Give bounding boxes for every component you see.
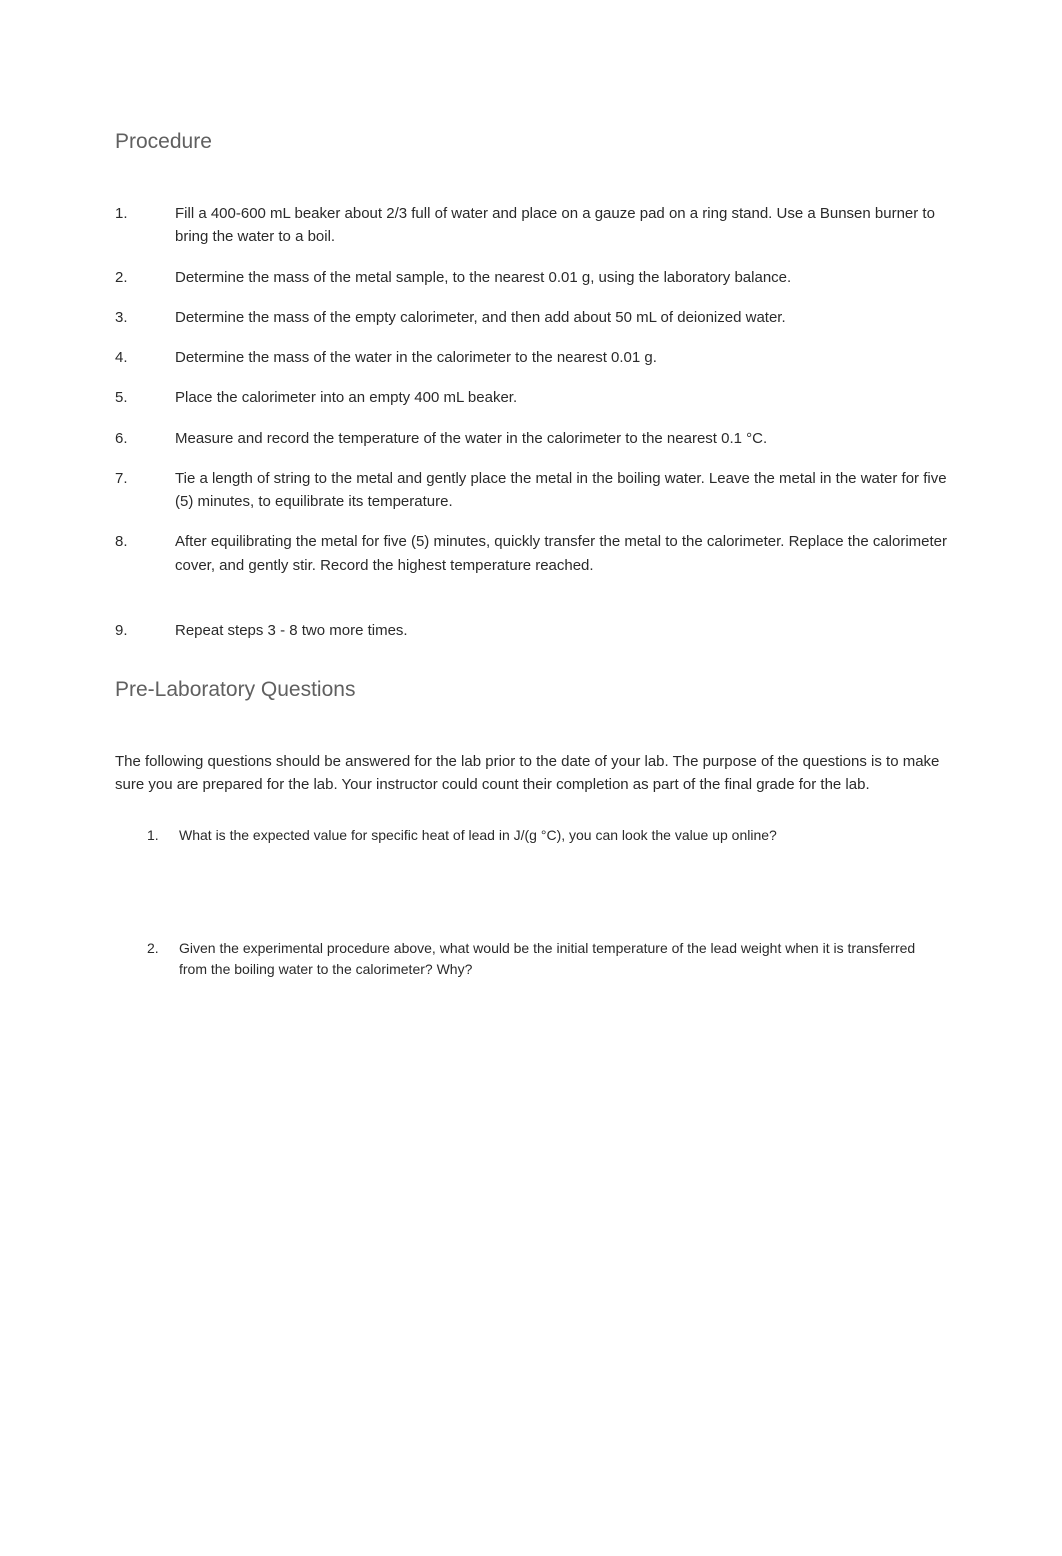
question-text: What is the expected value for specific … bbox=[179, 825, 947, 846]
procedure-heading: Procedure bbox=[115, 130, 947, 154]
procedure-item: 1. Fill a 400-600 mL beaker about 2/3 fu… bbox=[115, 202, 947, 249]
procedure-item: 3. Determine the mass of the empty calor… bbox=[115, 306, 947, 329]
prelab-question-list: 1. What is the expected value for specif… bbox=[115, 825, 947, 980]
procedure-item: 4. Determine the mass of the water in th… bbox=[115, 346, 947, 369]
item-number: 3. bbox=[115, 306, 175, 329]
procedure-item: 6. Measure and record the temperature of… bbox=[115, 427, 947, 450]
prelab-intro: The following questions should be answer… bbox=[115, 750, 947, 797]
page: Procedure 1. Fill a 400-600 mL beaker ab… bbox=[0, 0, 1062, 1152]
item-number: 8. bbox=[115, 530, 175, 577]
item-number: 2. bbox=[115, 266, 175, 289]
prelab-heading: Pre-Laboratory Questions bbox=[115, 678, 947, 702]
item-text: Measure and record the temperature of th… bbox=[175, 427, 947, 450]
item-text: Fill a 400-600 mL beaker about 2/3 full … bbox=[175, 202, 947, 249]
item-number: 6. bbox=[115, 427, 175, 450]
item-number: 7. bbox=[115, 467, 175, 514]
procedure-item: 8. After equilibrating the metal for fiv… bbox=[115, 530, 947, 577]
question-number: 1. bbox=[147, 825, 179, 846]
item-text: Place the calorimeter into an empty 400 … bbox=[175, 386, 947, 409]
item-text: Determine the mass of the empty calorime… bbox=[175, 306, 947, 329]
procedure-item: 9. Repeat steps 3 - 8 two more times. bbox=[115, 619, 947, 642]
item-text: Determine the mass of the water in the c… bbox=[175, 346, 947, 369]
procedure-item: 2. Determine the mass of the metal sampl… bbox=[115, 266, 947, 289]
procedure-item: 5. Place the calorimeter into an empty 4… bbox=[115, 386, 947, 409]
item-number: 4. bbox=[115, 346, 175, 369]
item-text: Determine the mass of the metal sample, … bbox=[175, 266, 947, 289]
question-number: 2. bbox=[147, 938, 179, 980]
item-text: Repeat steps 3 - 8 two more times. bbox=[175, 619, 947, 642]
item-number: 9. bbox=[115, 619, 175, 642]
prelab-question: 2. Given the experimental procedure abov… bbox=[115, 938, 947, 980]
procedure-item: 7. Tie a length of string to the metal a… bbox=[115, 467, 947, 514]
procedure-list: 1. Fill a 400-600 mL beaker about 2/3 fu… bbox=[115, 202, 947, 642]
item-text: Tie a length of string to the metal and … bbox=[175, 467, 947, 514]
question-text: Given the experimental procedure above, … bbox=[179, 938, 947, 980]
item-text: After equilibrating the metal for five (… bbox=[175, 530, 947, 577]
item-number: 5. bbox=[115, 386, 175, 409]
item-number: 1. bbox=[115, 202, 175, 249]
prelab-question: 1. What is the expected value for specif… bbox=[115, 825, 947, 846]
